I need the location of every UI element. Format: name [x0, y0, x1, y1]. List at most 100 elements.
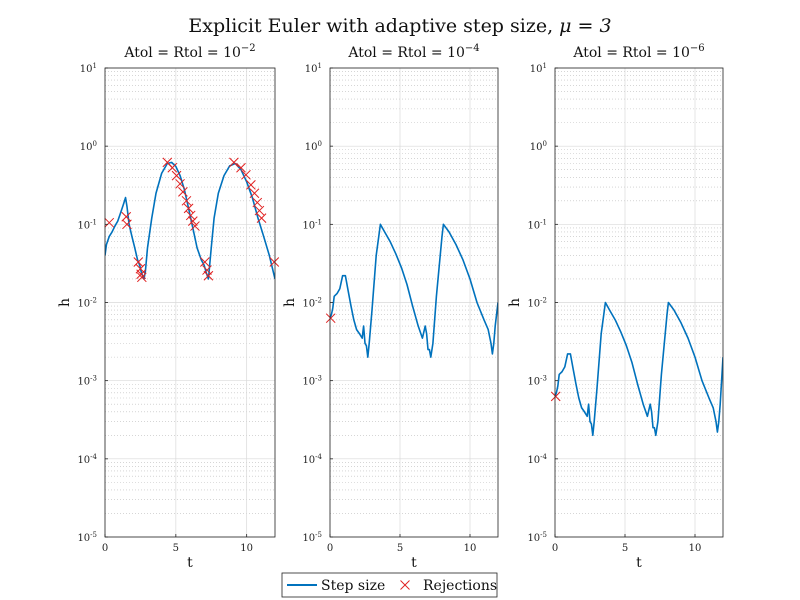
y-tick-exponent: -2	[90, 297, 97, 305]
rejection-marker	[178, 187, 188, 197]
y-tick-base: 10	[77, 299, 90, 310]
legend-entry-rejections: Rejections	[423, 578, 497, 594]
x-tick-label: 5	[397, 543, 403, 554]
rejection-marker	[122, 219, 132, 230]
rejection-marker-stroke-b	[122, 219, 132, 230]
rejection-marker	[121, 211, 132, 222]
rejection-marker-stroke-b	[181, 195, 192, 206]
rejection-marker-stroke-b	[104, 217, 115, 228]
rejection-marker-stroke-b	[167, 162, 178, 173]
rejection-marker-stroke-b	[269, 257, 280, 267]
y-tick-exponent: -2	[540, 297, 547, 305]
y-tick-label: 10-3	[527, 375, 547, 388]
y-tick-base: 10	[80, 64, 93, 75]
subplot-title: Atol = Rtol = 10−2	[123, 43, 255, 61]
y-tick-exponent: -3	[315, 375, 322, 383]
y-tick-base: 10	[77, 533, 90, 544]
y-tick-base: 10	[527, 455, 540, 466]
y-tick-exponent: 1	[543, 62, 547, 70]
rejection-marker-stroke-b	[136, 269, 146, 280]
rejection-marker	[187, 216, 198, 226]
y-tick-label: 10-2	[77, 297, 97, 310]
y-tick-base: 10	[302, 455, 315, 466]
rejection-marker	[236, 162, 246, 173]
rejection-marker-stroke-b	[175, 178, 185, 189]
rejection-marker	[241, 169, 251, 180]
x-axis-label: t	[636, 555, 642, 571]
rejection-marker	[133, 257, 144, 267]
rejection-marker	[203, 270, 214, 281]
x-tick-label: 0	[552, 543, 558, 554]
y-tick-exponent: 1	[93, 62, 97, 70]
rejection-marker-stroke-b	[183, 203, 194, 214]
subplot-title-exponent: −6	[690, 43, 705, 54]
rejection-marker-stroke-b	[133, 257, 144, 267]
y-tick-exponent: 0	[318, 140, 322, 148]
step-size-line	[330, 223, 498, 358]
y-tick-base: 10	[305, 142, 318, 153]
y-tick-exponent: -3	[540, 375, 547, 383]
rejection-marker	[202, 265, 212, 275]
y-tick-exponent: -1	[315, 218, 322, 226]
y-tick-exponent: -1	[90, 218, 97, 226]
y-tick-base: 10	[527, 533, 540, 544]
y-tick-exponent: -4	[90, 453, 97, 461]
x-tick-label: 5	[622, 543, 628, 554]
rejection-marker-stroke-b	[187, 216, 198, 226]
rejection-marker-stroke-b	[136, 272, 147, 283]
y-tick-label: 101	[305, 62, 322, 75]
rejection-marker-stroke-b	[256, 213, 267, 223]
y-tick-base: 10	[77, 377, 90, 388]
y-tick-base: 10	[302, 533, 315, 544]
rejection-marker	[185, 210, 196, 221]
y-tick-base: 10	[80, 142, 93, 153]
y-tick-exponent: -3	[90, 375, 97, 383]
y-tick-label: 100	[80, 140, 97, 153]
rejection-marker-stroke-b	[171, 170, 182, 181]
subplot-title-exponent: −4	[465, 43, 480, 54]
y-tick-label: 101	[80, 62, 97, 75]
rejection-marker	[269, 257, 280, 267]
rejection-marker-stroke-b	[550, 391, 561, 402]
rejection-marker	[175, 178, 185, 189]
rejection-marker-stroke-b	[252, 197, 263, 208]
rejection-marker	[229, 157, 239, 168]
rejection-marker-stroke-b	[203, 270, 214, 281]
y-tick-label: 10-1	[302, 218, 322, 231]
y-tick-base: 10	[527, 220, 540, 231]
y-tick-base: 10	[302, 220, 315, 231]
y-tick-label: 10-4	[77, 453, 97, 466]
subplot-title-exponent: −2	[241, 43, 256, 54]
y-tick-label: 10-4	[527, 453, 547, 466]
subplot-title: Atol = Rtol = 10−6	[572, 43, 704, 61]
y-tick-exponent: -2	[315, 297, 322, 305]
x-tick-label: 10	[240, 543, 253, 554]
y-axis-label: h	[282, 298, 298, 307]
legend-box	[281, 572, 498, 598]
rejection-marker	[181, 195, 192, 206]
y-tick-base: 10	[77, 455, 90, 466]
rejection-marker	[550, 391, 561, 402]
y-tick-exponent: -5	[540, 531, 547, 539]
y-tick-label: 10-3	[77, 375, 97, 388]
x-tick-label: 0	[327, 543, 333, 554]
subplot-title-text: Atol = Rtol = 10	[347, 45, 465, 61]
legend-rejection-marker-stroke-b	[400, 580, 410, 590]
figure-title-prefix: Explicit Euler with adaptive step size,	[188, 15, 559, 37]
figure-title: Explicit Euler with adaptive step size, …	[188, 15, 611, 37]
y-tick-exponent: -4	[315, 453, 322, 461]
x-tick-label: 5	[173, 543, 179, 554]
rejection-marker	[200, 257, 210, 267]
rejection-marker-stroke-b	[202, 265, 212, 275]
rejection-marker-stroke-b	[254, 205, 265, 216]
y-axis-label: h	[507, 298, 523, 307]
y-tick-exponent: 1	[318, 62, 322, 70]
y-tick-label: 101	[530, 62, 547, 75]
x-axis-label: t	[187, 555, 193, 571]
rejection-marker-stroke-b	[249, 188, 260, 199]
step-size-line	[555, 301, 723, 437]
y-tick-exponent: -1	[540, 218, 547, 226]
rejection-marker-stroke-b	[246, 179, 256, 190]
